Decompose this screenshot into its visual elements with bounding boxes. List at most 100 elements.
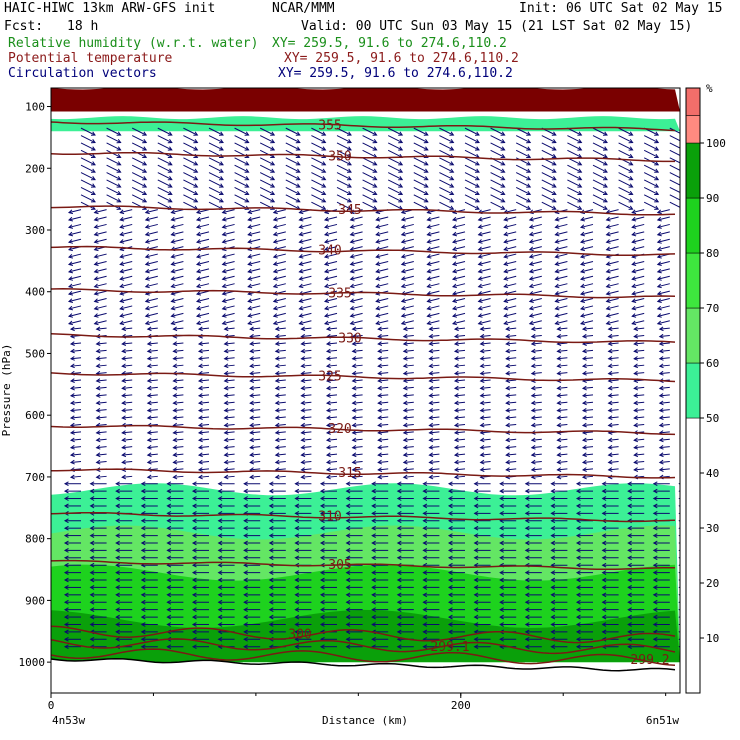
wind-vector-head xyxy=(249,393,255,398)
wind-vector-head xyxy=(423,146,429,151)
wind-vector xyxy=(222,320,235,325)
wind-vector xyxy=(326,364,338,367)
wind-vector-head xyxy=(270,131,276,136)
wind-vector-head xyxy=(678,638,680,641)
wind-vector-head xyxy=(678,631,680,633)
colorbar-label-50: 50 xyxy=(706,412,719,425)
wind-vector-head xyxy=(243,577,248,583)
wind-vector-head xyxy=(140,503,146,509)
wind-vector-head xyxy=(554,231,560,237)
wind-vector xyxy=(515,127,531,136)
wind-vector-head xyxy=(479,378,485,384)
wind-vector xyxy=(250,460,261,463)
wind-vector xyxy=(439,186,454,195)
wind-vector-head xyxy=(371,577,376,583)
wind-vector-head xyxy=(451,216,458,222)
wind-vector-head xyxy=(167,168,173,173)
wind-vector-head xyxy=(67,283,74,289)
wind-vector-head xyxy=(144,239,150,244)
wind-vector xyxy=(464,194,480,203)
wind-vector-head xyxy=(249,400,255,406)
wind-vector-head xyxy=(140,481,146,487)
wind-vector-head xyxy=(607,459,613,465)
wind-vector-head xyxy=(602,146,608,151)
theta-label-315: 315 xyxy=(338,466,361,481)
wind-vector-head xyxy=(325,378,331,384)
wind-vector xyxy=(592,157,608,166)
wind-vector-head xyxy=(146,415,152,421)
wind-vector-head xyxy=(95,356,101,361)
y-tick-label-600: 600 xyxy=(25,409,45,422)
wind-vector-head xyxy=(167,190,173,195)
wind-vector-head xyxy=(218,146,224,151)
wind-vector-head xyxy=(325,348,331,354)
wind-vector-head xyxy=(474,176,480,181)
wind-vector-head xyxy=(195,224,202,229)
wind-vector-head xyxy=(63,503,69,509)
wind-vector-head xyxy=(452,231,458,237)
wind-vector xyxy=(632,268,645,273)
wind-vector-head xyxy=(244,161,250,166)
wind-vector-head xyxy=(217,592,223,598)
wind-vector xyxy=(378,416,389,419)
wind-vector-head xyxy=(63,644,69,650)
wind-vector-head xyxy=(217,636,223,642)
wind-vector xyxy=(196,320,210,325)
wind-vector-head xyxy=(115,636,120,642)
wind-vector-head xyxy=(298,268,304,274)
colorbar-label-10: 10 xyxy=(706,632,719,645)
wind-vector-head xyxy=(319,577,325,583)
wind-vector xyxy=(632,246,645,251)
wind-vector-head xyxy=(119,305,125,311)
wind-vector xyxy=(506,401,517,404)
wind-vector xyxy=(557,475,568,478)
wind-vector xyxy=(480,423,491,426)
wind-vector-head xyxy=(423,190,429,195)
wind-vector-head xyxy=(499,540,504,546)
wind-vector xyxy=(643,172,659,181)
wind-vector xyxy=(659,438,670,441)
wind-vector-head xyxy=(477,268,483,274)
wind-vector xyxy=(555,312,568,317)
wind-vector-head xyxy=(631,291,637,296)
wind-vector xyxy=(248,209,261,214)
wind-vector-head xyxy=(524,570,530,575)
wind-vector xyxy=(352,423,363,426)
wind-vector-head xyxy=(67,276,74,281)
wind-vector-head xyxy=(371,622,376,627)
wind-vector-head xyxy=(247,276,253,281)
wind-vector-head xyxy=(345,488,351,494)
wind-vector-head xyxy=(351,356,357,361)
wind-vector-head xyxy=(377,341,383,346)
wind-vector xyxy=(173,409,184,412)
wind-vector-head xyxy=(244,183,250,188)
wind-vector-head xyxy=(550,503,556,509)
wind-vector-head xyxy=(505,400,511,406)
y-tick-label-1000: 1000 xyxy=(19,656,46,669)
wind-vector-head xyxy=(579,276,586,281)
wind-vector-head xyxy=(453,400,459,406)
wind-vector-head xyxy=(605,261,611,266)
wind-vector xyxy=(173,386,184,389)
wind-vector-head xyxy=(272,224,278,229)
wind-vector xyxy=(582,416,594,419)
wind-vector-head xyxy=(121,430,127,435)
wind-vector-head xyxy=(166,592,172,598)
wind-vector-head xyxy=(607,444,613,450)
wind-vector xyxy=(350,320,363,325)
wind-vector xyxy=(506,386,517,389)
wind-vector-head xyxy=(223,474,229,480)
wind-vector-head xyxy=(605,231,611,237)
wind-vector-head xyxy=(678,542,680,544)
wind-vector xyxy=(301,379,312,382)
wind-vector-head xyxy=(244,198,250,203)
wind-vector-head xyxy=(274,430,280,435)
wind-vector-head xyxy=(191,570,197,575)
wind-vector xyxy=(376,223,389,228)
wind-vector-head xyxy=(221,261,227,266)
wind-vector-head xyxy=(217,614,223,620)
wind-vector xyxy=(299,223,312,228)
wind-vector xyxy=(275,342,286,345)
wind-vector xyxy=(478,223,491,228)
wind-vector xyxy=(464,142,480,151)
